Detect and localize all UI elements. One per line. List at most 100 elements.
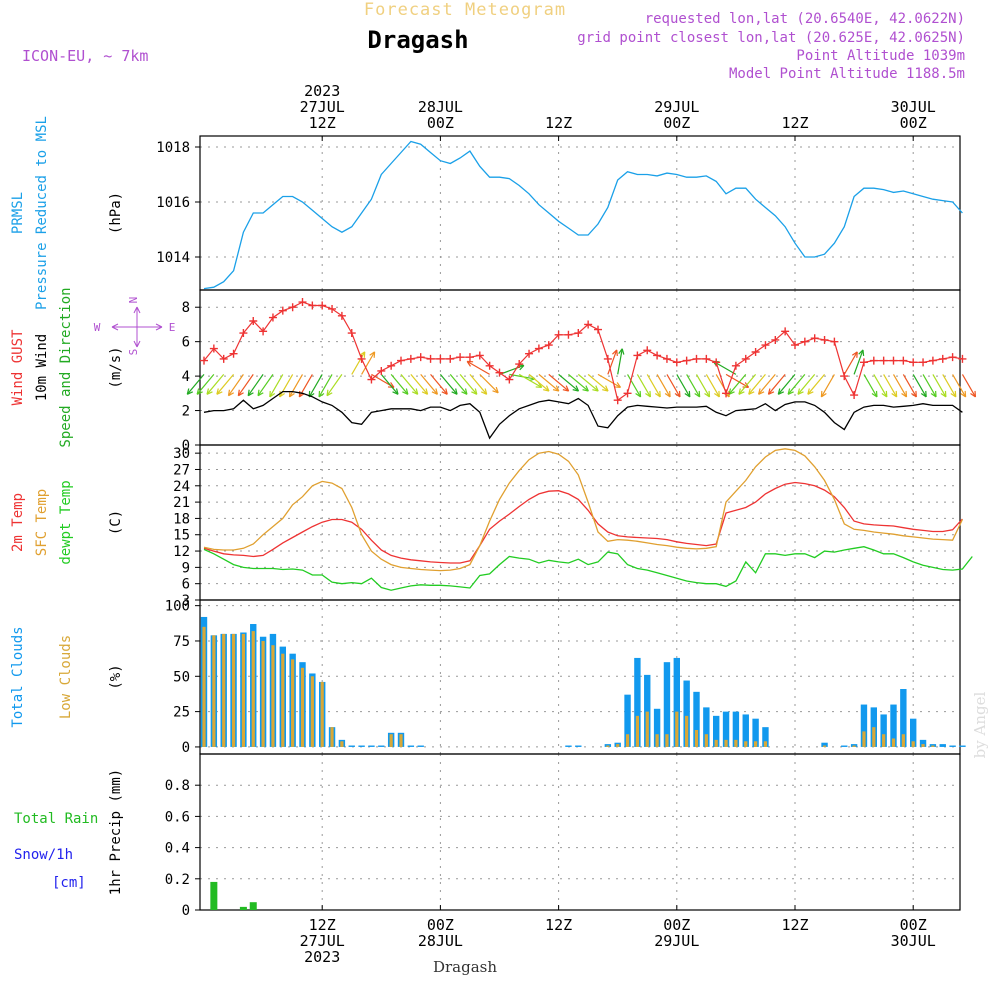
gust-marker xyxy=(505,375,514,384)
cloud-bar-low xyxy=(872,727,876,747)
requested-coords: requested lon,lat (20.6540E, 42.0622N) xyxy=(645,11,965,27)
gust-marker xyxy=(337,311,346,320)
wind-barb-head xyxy=(451,388,458,395)
cloud-bar-low xyxy=(300,667,305,747)
panel-temperature xyxy=(199,444,961,601)
model-label: ICON-EU, ~ 7km xyxy=(22,47,148,65)
gust-marker xyxy=(209,344,218,353)
series-line-wind-gust xyxy=(203,301,963,402)
gust-marker xyxy=(899,356,908,365)
gust-marker xyxy=(800,337,809,346)
wind-barb-head xyxy=(858,349,865,356)
wind-barb xyxy=(548,373,570,392)
wind-barb xyxy=(932,374,947,398)
cloud-bar-low xyxy=(310,676,314,747)
wind-barb xyxy=(459,374,478,395)
gust-marker xyxy=(387,361,396,370)
wind-barb-head xyxy=(820,390,827,398)
wind-barb-head xyxy=(901,390,908,398)
wind-barb-head xyxy=(431,388,438,395)
wind-barb xyxy=(863,374,878,398)
wind-barb xyxy=(883,374,898,398)
wind-barb xyxy=(439,374,458,395)
gust-marker xyxy=(712,358,721,367)
wind-barb-head xyxy=(186,388,194,395)
wind-barb xyxy=(466,360,490,375)
wind-barb-head xyxy=(654,390,661,398)
wind-barb-head xyxy=(891,390,898,398)
wind-barb-head xyxy=(714,390,720,398)
gust-marker xyxy=(200,356,208,365)
gust-marker xyxy=(633,351,642,360)
wind-barb-head xyxy=(480,388,488,395)
gust-marker xyxy=(554,330,563,339)
wind-barb xyxy=(186,374,205,395)
y-tick-label: 15 xyxy=(173,528,190,544)
cloud-bar-total xyxy=(959,745,966,747)
gust-marker xyxy=(791,341,799,350)
wind-barb-head xyxy=(592,385,599,392)
cloud-bar-low xyxy=(882,734,886,747)
wind-barb-head xyxy=(738,388,745,395)
wind-barb-head xyxy=(911,390,917,398)
time-label-top: 2023 xyxy=(304,82,340,100)
gust-marker xyxy=(219,354,228,363)
cloud-bar-total xyxy=(910,718,917,747)
wind-barb xyxy=(705,374,720,398)
y-tick-label: 1016 xyxy=(156,195,190,211)
cloud-bar-total xyxy=(880,714,887,747)
series-line-2m-temp xyxy=(203,481,963,564)
wind-barb xyxy=(646,374,661,398)
cloud-bar-total xyxy=(683,680,690,747)
y-tick-label: 21 xyxy=(173,495,190,511)
cloud-bar-total xyxy=(575,745,582,747)
time-label-bottom: 28JUL xyxy=(418,932,463,950)
wind-barb xyxy=(430,374,448,395)
gust-marker xyxy=(731,361,740,370)
series-line-sfc-temp xyxy=(203,448,963,572)
gust-marker xyxy=(869,356,878,365)
gust-marker xyxy=(259,327,268,336)
cloud-bar-total xyxy=(634,657,641,747)
y-tick-label: 1018 xyxy=(156,140,190,156)
wind-barb xyxy=(738,374,757,395)
gust-marker xyxy=(820,335,829,344)
wind-barb xyxy=(597,373,621,388)
credit-watermark: by Angel xyxy=(971,691,989,758)
time-label-bottom: 00Z xyxy=(427,916,454,934)
cloud-bar-total xyxy=(663,662,671,747)
wind-barb-head xyxy=(614,382,622,388)
cloud-bar-total xyxy=(368,745,375,747)
wind-barb xyxy=(449,374,468,395)
wind-barb xyxy=(843,351,858,375)
wind-barb xyxy=(479,373,499,394)
gust-marker xyxy=(840,372,849,381)
wind-barb xyxy=(777,374,796,395)
wind-barb xyxy=(206,374,225,395)
wind-barb xyxy=(892,374,908,398)
wind-barb-head xyxy=(369,351,376,358)
wind-barb xyxy=(380,374,399,395)
y-tick-label: 50 xyxy=(173,669,190,685)
gust-marker xyxy=(722,389,731,398)
gust-marker xyxy=(958,354,967,363)
side-label: Pressure Reduced to MSL xyxy=(34,116,50,310)
wind-barb xyxy=(922,374,937,398)
side-label: SFC Temp xyxy=(34,489,50,556)
plot-area: 1014 1016 1018 (hPa) PRMSL Pressure Reduced t… xyxy=(10,82,977,966)
wind-barb xyxy=(528,373,550,392)
cloud-bar-total xyxy=(673,657,680,747)
gust-marker xyxy=(239,329,248,338)
wind-barb xyxy=(607,349,618,375)
wind-barb-head xyxy=(950,390,957,398)
y-tick-label: 0 xyxy=(182,903,190,919)
y-tick-label: 0.2 xyxy=(165,872,190,888)
cloud-bar-low xyxy=(635,715,639,747)
cloud-bar-low xyxy=(891,738,896,747)
wind-barb-head xyxy=(807,388,814,395)
gust-marker xyxy=(534,344,543,353)
gust-marker xyxy=(397,356,405,365)
gust-marker xyxy=(564,330,573,339)
wind-barb xyxy=(400,374,419,395)
wind-barb xyxy=(288,374,304,398)
